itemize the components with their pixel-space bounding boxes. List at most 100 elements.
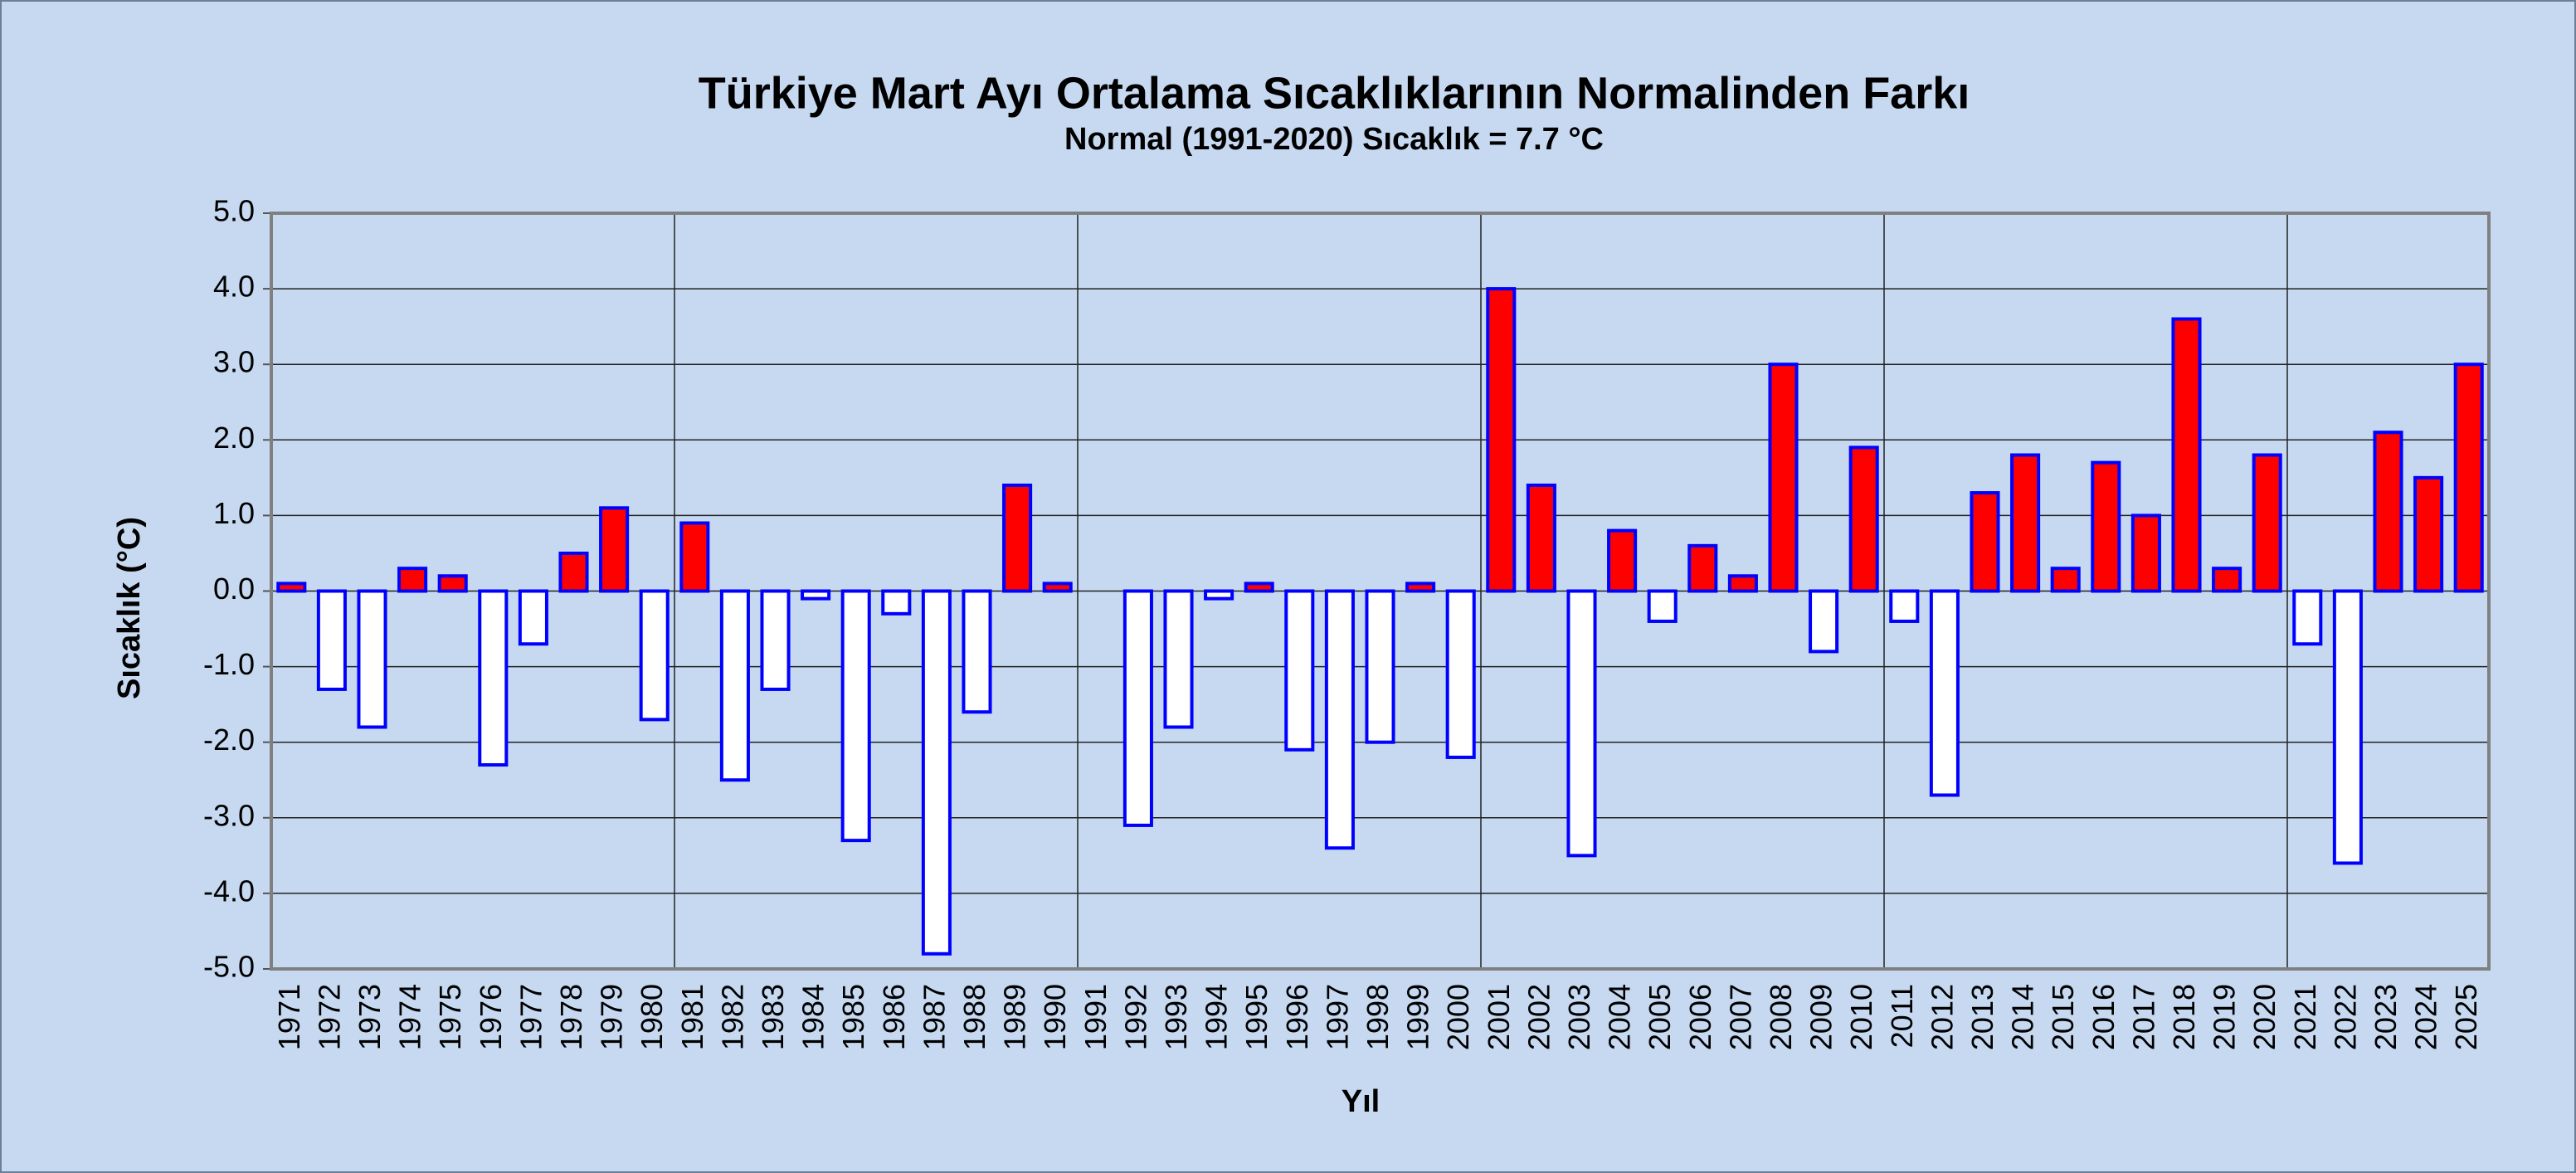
x-tick-label: 1977 <box>514 984 548 1050</box>
x-tick-label: 1998 <box>1361 984 1395 1050</box>
y-axis-label: Sıcaklık (°C) <box>112 517 147 699</box>
x-tick-label: 2017 <box>2126 984 2160 1050</box>
x-tick-label: 2020 <box>2247 984 2281 1050</box>
x-tick-label: 2012 <box>1925 984 1959 1050</box>
x-tick-label: 1976 <box>474 984 508 1050</box>
bar <box>2413 475 2444 593</box>
x-tick-label: 1994 <box>1200 984 1234 1050</box>
bar <box>1647 589 1678 623</box>
bar <box>1002 483 1033 593</box>
x-tick-label: 1993 <box>1159 984 1193 1050</box>
plot-border <box>270 212 2491 971</box>
y-tick-label: 0.0 <box>213 572 255 606</box>
x-tick-label: 2013 <box>1965 984 1999 1050</box>
x-tick-label: 2023 <box>2369 984 2403 1050</box>
x-tick-label: 2005 <box>1643 984 1677 1050</box>
bar <box>1970 491 2000 593</box>
x-tick-label: 1983 <box>756 984 790 1050</box>
bar <box>2171 317 2202 593</box>
bar <box>1204 589 1234 601</box>
x-tick-label: 2025 <box>2449 984 2483 1050</box>
bar <box>599 506 630 593</box>
x-tick-label: 2007 <box>1723 984 1757 1050</box>
x-tick-label: 1996 <box>1280 984 1314 1050</box>
bar <box>1042 582 1073 593</box>
x-tick-label: 2018 <box>2167 984 2201 1050</box>
bar <box>1163 589 1194 729</box>
x-axis-label: Yıl <box>1342 1084 1380 1119</box>
x-tick-label: 1980 <box>635 984 669 1050</box>
x-tick-label: 2006 <box>1683 984 1717 1050</box>
x-tick-label: 1981 <box>675 984 709 1050</box>
bar <box>801 589 831 601</box>
bar <box>316 589 347 691</box>
bar <box>1244 582 1274 593</box>
x-tick-label: 1971 <box>272 984 306 1050</box>
bar <box>1566 589 1597 858</box>
x-tick-label: 1995 <box>1239 984 1273 1050</box>
bar <box>1365 589 1395 744</box>
x-tick-label: 1984 <box>796 984 830 1050</box>
bar <box>1445 589 1476 759</box>
y-tick-label: -1.0 <box>203 647 255 681</box>
bar <box>276 582 307 593</box>
x-tick-label: 1982 <box>715 984 749 1050</box>
bar <box>1486 287 1517 593</box>
bar <box>1848 445 1879 593</box>
bar <box>2212 567 2242 593</box>
x-tick-label: 1991 <box>1079 984 1113 1050</box>
x-tick-label: 2024 <box>2409 984 2443 1050</box>
bar <box>2373 431 2403 593</box>
x-tick-label: 2019 <box>2208 984 2242 1050</box>
x-tick-label: 2003 <box>1562 984 1596 1050</box>
bar <box>719 589 750 782</box>
bar <box>840 589 871 843</box>
bar <box>1526 483 1556 593</box>
bar <box>2091 460 2121 593</box>
bar <box>558 551 589 593</box>
y-tick-label: 5.0 <box>213 194 255 228</box>
x-tick-label: 1974 <box>393 984 427 1050</box>
y-tick-label: 1.0 <box>213 496 255 530</box>
x-tick-label: 1999 <box>1401 984 1435 1050</box>
x-tick-label: 2000 <box>1441 984 1475 1050</box>
x-tick-label: 1987 <box>917 984 951 1050</box>
bar <box>962 589 992 714</box>
bar <box>1727 574 1758 593</box>
bar <box>2453 363 2484 593</box>
bar <box>518 589 548 646</box>
x-tick-label: 1972 <box>312 984 346 1050</box>
bar <box>921 589 952 956</box>
bar <box>881 589 912 616</box>
chart-subtitle: Normal (1991-2020) Sıcaklık = 7.7 °C <box>1064 122 1604 157</box>
bar <box>2010 453 2041 593</box>
x-tick-label: 1979 <box>595 984 629 1050</box>
x-tick-label: 2004 <box>1603 984 1637 1050</box>
bar <box>437 574 468 593</box>
x-tick-label: 1985 <box>836 984 870 1050</box>
bar <box>2050 567 2081 593</box>
bar <box>2130 513 2161 593</box>
x-tick-label: 1988 <box>957 984 991 1050</box>
x-tick-label: 1986 <box>877 984 911 1050</box>
x-tick-label: 2002 <box>1522 984 1556 1050</box>
x-tick-label: 2009 <box>1804 984 1838 1050</box>
x-tick-label: 1978 <box>554 984 588 1050</box>
x-tick-label: 1990 <box>1038 984 1072 1050</box>
x-tick-label: 1975 <box>433 984 467 1050</box>
bar <box>1284 589 1315 752</box>
x-tick-label: 2010 <box>1844 984 1878 1050</box>
y-tick-label: -2.0 <box>203 723 255 757</box>
bar <box>1889 589 1920 623</box>
bar <box>679 521 710 593</box>
bar <box>1607 528 1638 593</box>
y-tick-label: 2.0 <box>213 421 255 455</box>
y-tick-label: -5.0 <box>203 950 255 984</box>
bar <box>639 589 670 722</box>
x-tick-label: 2011 <box>1885 984 1919 1048</box>
bar <box>760 589 791 691</box>
bar <box>2292 589 2323 646</box>
bar <box>1929 589 1960 797</box>
